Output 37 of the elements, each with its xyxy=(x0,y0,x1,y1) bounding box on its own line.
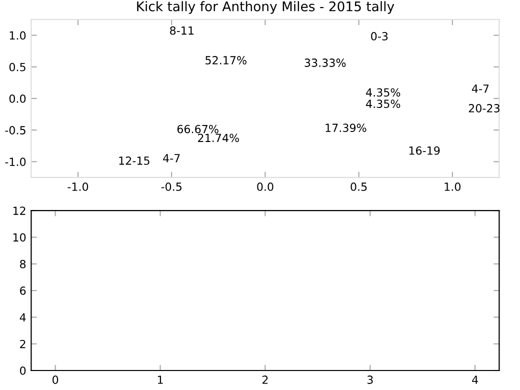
annotation: 0-3 xyxy=(371,32,388,40)
x-tick-label: 4 xyxy=(472,376,478,384)
x-tick-label: 1 xyxy=(158,376,163,384)
annotation: 52.17% xyxy=(206,56,246,64)
y-tick-label: -1.0 xyxy=(5,158,26,166)
annotation: 33.33% xyxy=(304,58,346,67)
x-tick-label: 0.5 xyxy=(350,182,367,191)
y-tick-label: 0 xyxy=(20,366,26,375)
y-tick-label: 6 xyxy=(20,286,26,295)
x-tick-label: -1.0 xyxy=(68,182,88,191)
y-tick-label: 0.0 xyxy=(9,94,26,103)
chart-title: Kick tally for Anthony Miles - 2015 tally xyxy=(137,1,394,14)
y-tick-label: -0.5 xyxy=(5,126,26,134)
annotation: 4-7 xyxy=(163,154,180,162)
x-tick-label: 0 xyxy=(52,376,58,384)
x-tick-label: -0.5 xyxy=(161,182,182,191)
annotation: 12-15 xyxy=(119,156,150,165)
y-tick-label: 12 xyxy=(13,206,26,215)
annotation: 16-19 xyxy=(409,146,440,155)
y-tick-label: 0.5 xyxy=(9,62,26,72)
x-tick-label: 1.0 xyxy=(444,182,460,191)
annotation: 4.35% xyxy=(366,88,400,97)
y-tick-label: 10 xyxy=(13,233,26,242)
y-tick-label: 2 xyxy=(20,340,26,348)
annotation: 4.35% xyxy=(366,100,400,108)
y-tick-label: 1.0 xyxy=(10,31,26,40)
x-tick-label: 2 xyxy=(262,376,268,384)
annotation: 20-23 xyxy=(468,104,500,112)
annotation: 17.39% xyxy=(326,124,366,132)
annotation: 8-11 xyxy=(170,26,194,35)
x-tick-label: 3 xyxy=(367,376,373,384)
annotation: 21.74% xyxy=(198,134,239,142)
x-tick-label: 0.0 xyxy=(257,182,274,191)
y-tick-label: 4 xyxy=(20,313,26,322)
annotation: 4-7 xyxy=(472,84,489,93)
annotation: 66.67% xyxy=(177,124,218,134)
y-tick-label: 8 xyxy=(20,260,26,268)
